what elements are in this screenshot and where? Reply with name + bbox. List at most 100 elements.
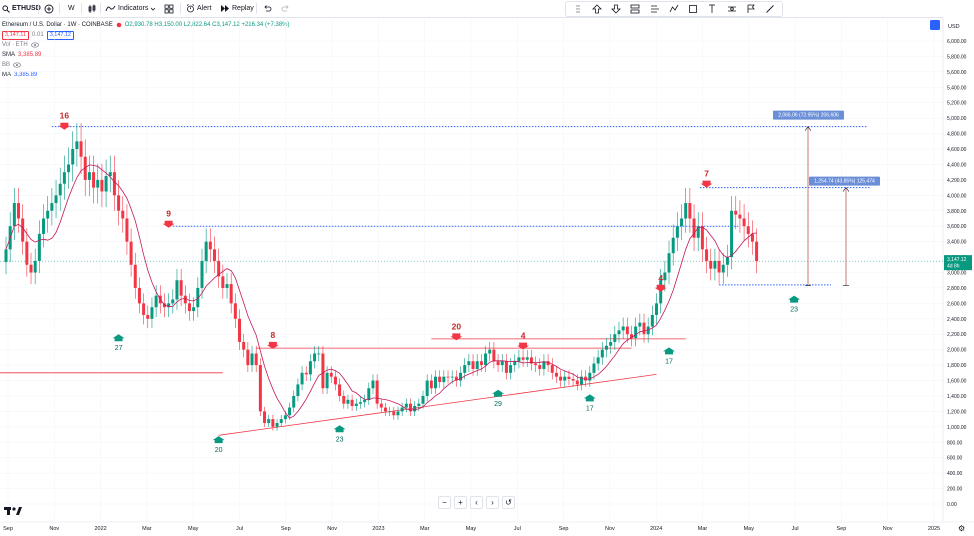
arrow-down-tool[interactable]: [611, 4, 622, 15]
compare-button[interactable]: [44, 2, 54, 15]
candle: [104, 159, 108, 208]
candle-body: [37, 233, 41, 261]
bb-label[interactable]: BB: [2, 62, 11, 68]
candle: [325, 366, 329, 395]
candle-body: [100, 179, 104, 192]
bid-button[interactable]: 3,147.11: [2, 30, 30, 40]
path-tool[interactable]: [668, 4, 679, 15]
candle-body: [196, 287, 200, 308]
price-range-measure: 1,254.74 (43.85%) 125,474: [809, 176, 880, 286]
candle-body: [738, 214, 742, 219]
candle-body: [250, 353, 254, 366]
candle-body: [221, 276, 225, 288]
polyline-icon: [669, 4, 679, 13]
candle-body: [12, 203, 16, 227]
measure-label: 1,254.74 (43.85%) 125,474: [814, 179, 875, 185]
candle: [408, 398, 412, 417]
ma-label[interactable]: MA: [2, 72, 11, 78]
sma-value: 3,385.89: [18, 52, 42, 58]
ohlc-values: O2,930.78 H3,150.00 L2,822.64 C3,147.12 …: [124, 22, 290, 28]
candle-body: [104, 176, 108, 192]
candle-body: [538, 365, 542, 369]
candle-body: [58, 183, 62, 196]
symbol-label: ETHUSD: [12, 5, 41, 12]
candle-body: [588, 372, 592, 381]
candle: [379, 398, 383, 413]
candle: [229, 273, 233, 314]
candle: [42, 204, 46, 248]
flag-tool[interactable]: [746, 4, 757, 15]
candle: [730, 196, 734, 270]
range-tool[interactable]: [649, 4, 660, 15]
alert-button[interactable]: Alert: [186, 2, 211, 15]
candle: [67, 147, 71, 189]
arrow-up-tool[interactable]: [591, 4, 602, 15]
zoom-in-button[interactable]: +: [454, 496, 467, 509]
interval-button[interactable]: W: [68, 2, 75, 15]
candle: [58, 167, 62, 211]
candle: [655, 293, 659, 325]
arrow-down-icon: [58, 122, 71, 130]
candle-body: [504, 361, 508, 373]
buy-signal: 17: [583, 394, 596, 412]
chart-type-button[interactable]: [87, 2, 97, 15]
candle: [434, 370, 438, 395]
rectangle-tool[interactable]: [688, 4, 699, 15]
candle-body: [500, 361, 504, 366]
symbol-search[interactable]: ETHUSD: [2, 2, 41, 15]
candle: [617, 321, 621, 343]
scroll-right-button[interactable]: ›: [486, 496, 499, 509]
candle-body: [87, 172, 91, 180]
long-position-tool[interactable]: [630, 4, 641, 15]
eye-icon[interactable]: [13, 62, 21, 68]
time-axis[interactable]: Sep Nov 2022 Mar May Jul Sep Nov 2023 Mar May Jul Se…: [0, 521, 974, 533]
candle: [37, 220, 41, 274]
candle: [183, 285, 187, 314]
measure-label-bg: [809, 176, 880, 186]
candle: [25, 228, 29, 277]
price-tick-label: 1,400.00: [947, 394, 967, 400]
volume-indicator-label[interactable]: Vol · ETH: [2, 42, 28, 48]
drag-handle[interactable]: [572, 4, 583, 15]
candle-body: [696, 226, 700, 238]
templates-button[interactable]: [164, 2, 174, 15]
candle-body: [33, 260, 37, 273]
signal-label: 23: [790, 307, 798, 314]
price-axis[interactable]: 0.00 200.00 400.00 600.00 800.00 1,000.00 1,20…: [930, 17, 974, 536]
signal-label: 4: [658, 273, 663, 283]
candle: [521, 350, 525, 367]
status-dot-icon: [116, 22, 122, 28]
price-label-tool[interactable]: [726, 4, 737, 15]
signal-label: 17: [586, 405, 594, 412]
candle-body: [171, 299, 175, 304]
price-tick-label: 200.00: [947, 487, 963, 493]
candle: [392, 406, 396, 420]
candle: [692, 204, 696, 252]
candle-body: [267, 419, 271, 423]
reset-chart-button[interactable]: ↺: [502, 496, 515, 509]
sma-label[interactable]: SMA: [2, 52, 16, 58]
candle-body: [625, 326, 629, 335]
time-tick-label: Mar: [142, 526, 152, 532]
candle: [650, 305, 654, 336]
candle: [625, 317, 629, 343]
zoom-out-button[interactable]: −: [438, 496, 451, 509]
redo-button[interactable]: [281, 2, 290, 15]
price-chart[interactable]: 16 27 9 20 8 23 20 4 29 17 4 17 7 23 2,066.06 (72.95%…: [0, 17, 974, 536]
candle-body: [425, 380, 429, 396]
ma-value: 3,385.89: [14, 72, 38, 78]
brush-tool[interactable]: [765, 4, 776, 15]
eye-icon[interactable]: [30, 42, 39, 48]
vertical-line-tool[interactable]: [707, 4, 718, 15]
candle: [75, 123, 79, 167]
undo-button[interactable]: [263, 2, 272, 15]
tradingview-logo[interactable]: [4, 506, 22, 519]
candle-body: [263, 411, 267, 423]
scroll-left-button[interactable]: ‹: [470, 496, 483, 509]
price-tick-label: 4,200.00: [947, 178, 967, 184]
candle-body: [484, 353, 488, 366]
indicators-button[interactable]: Indicators: [105, 2, 156, 15]
replay-button[interactable]: Replay: [220, 2, 254, 15]
signal-label: 29: [494, 401, 502, 408]
ask-button[interactable]: 3,147.12: [46, 30, 75, 40]
